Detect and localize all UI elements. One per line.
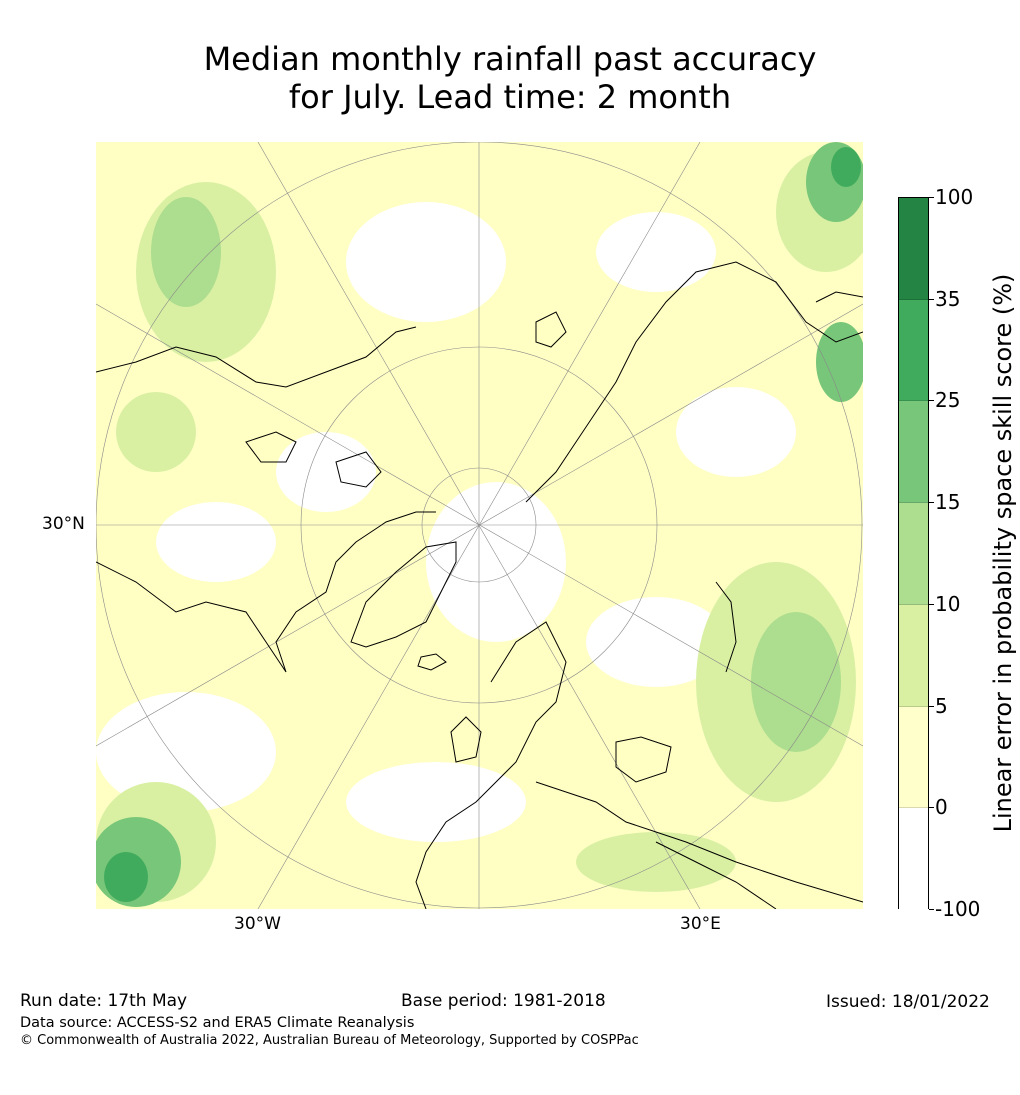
colorbar-segment: [899, 503, 928, 605]
patch-25-35: [831, 147, 861, 187]
patch-negative: [346, 202, 506, 322]
patch-5-10: [116, 392, 196, 472]
patch-negative: [586, 597, 726, 687]
base-period: Base period: 1981-2018: [401, 991, 606, 1011]
patch-25-35: [104, 852, 148, 902]
colorbar-tick-label: 35: [935, 286, 961, 311]
patch-negative: [96, 692, 276, 812]
colorbar-tick-mark: [929, 502, 934, 504]
colorbar-tick-mark: [929, 705, 934, 707]
colorbar-tick-mark: [929, 298, 934, 300]
lat-label-30n: 30°N: [42, 514, 85, 534]
map-canvas: [96, 142, 863, 909]
colorbar-segment: [899, 706, 928, 809]
patch-negative: [276, 432, 376, 512]
colorbar-tick-label: 5: [935, 693, 948, 718]
coastline-novaya-zemlya: [535, 311, 567, 348]
title-line-2: for July. Lead time: 2 month: [288, 78, 732, 116]
colorbar-segment: [899, 604, 928, 707]
colorbar-tick-label: -100: [935, 897, 981, 921]
coastlines: [96, 261, 863, 909]
coastline-middle-east: [655, 841, 777, 909]
run-date: Run date: 17th May: [20, 991, 188, 1011]
map-title: Median monthly rainfall past accuracy fo…: [0, 40, 1020, 116]
coastline-iceland: [417, 653, 447, 671]
coastline-greenland: [350, 541, 457, 648]
polar-map: [96, 142, 863, 909]
copyright: © Commonwealth of Australia 2022, Austra…: [20, 1033, 639, 1048]
patch-10-15: [751, 612, 841, 752]
coastline-europe: [415, 621, 567, 909]
skill-patches: [96, 142, 863, 907]
coastline-arctic-islands: [335, 451, 382, 488]
colorbar-tick-mark: [929, 909, 934, 910]
colorbar-tick-mark: [929, 197, 934, 198]
coastline-arctic-islands: [245, 431, 297, 463]
coastline-east-asia: [715, 581, 737, 673]
colorbar-tick-label: 100: [935, 185, 974, 209]
coastline-british-isles: [450, 716, 482, 763]
coastline-siberia: [525, 261, 863, 503]
coastline-north-america: [96, 326, 417, 388]
coastline-canada: [96, 511, 436, 673]
patch-negative: [596, 212, 716, 292]
patch-5-10: [576, 832, 736, 892]
patch-10-15: [151, 197, 221, 307]
colorbar-segment: [899, 401, 928, 504]
title-line-1: Median monthly rainfall past accuracy: [203, 40, 817, 78]
colorbar: [898, 197, 929, 910]
coastline-bering: [815, 291, 863, 303]
patch-negative: [676, 387, 796, 477]
data-source: Data source: ACCESS-S2 and ERA5 Climate …: [20, 1015, 415, 1031]
lon-label-30w: 30°W: [234, 914, 281, 934]
patch-negative: [426, 482, 566, 642]
issued-date: Issued: 18/01/2022: [826, 992, 990, 1012]
colorbar-tick-label: 15: [935, 490, 961, 515]
coastline-mediterranean: [535, 781, 863, 903]
patch-15-25: [816, 322, 863, 402]
patch-negative: [156, 502, 276, 582]
colorbar-tick-label: 10: [935, 591, 961, 616]
coastline-caspian: [615, 736, 672, 783]
colorbar-segment: [899, 299, 928, 402]
colorbar-segment: [899, 198, 928, 300]
colorbar-tick-label: 25: [935, 388, 961, 413]
colorbar-title: Linear error in probability space skill …: [989, 273, 1017, 833]
lon-label-30e: 30°E: [680, 914, 721, 934]
patch-negative: [346, 762, 526, 842]
meridian: [96, 303, 863, 747]
colorbar-tick-mark: [929, 807, 934, 809]
colorbar-segment: [899, 808, 928, 910]
colorbar-tick-mark: [929, 603, 934, 605]
colorbar-tick-label: 0: [935, 795, 948, 820]
colorbar-tick-mark: [929, 400, 934, 402]
graticule: [96, 142, 863, 909]
